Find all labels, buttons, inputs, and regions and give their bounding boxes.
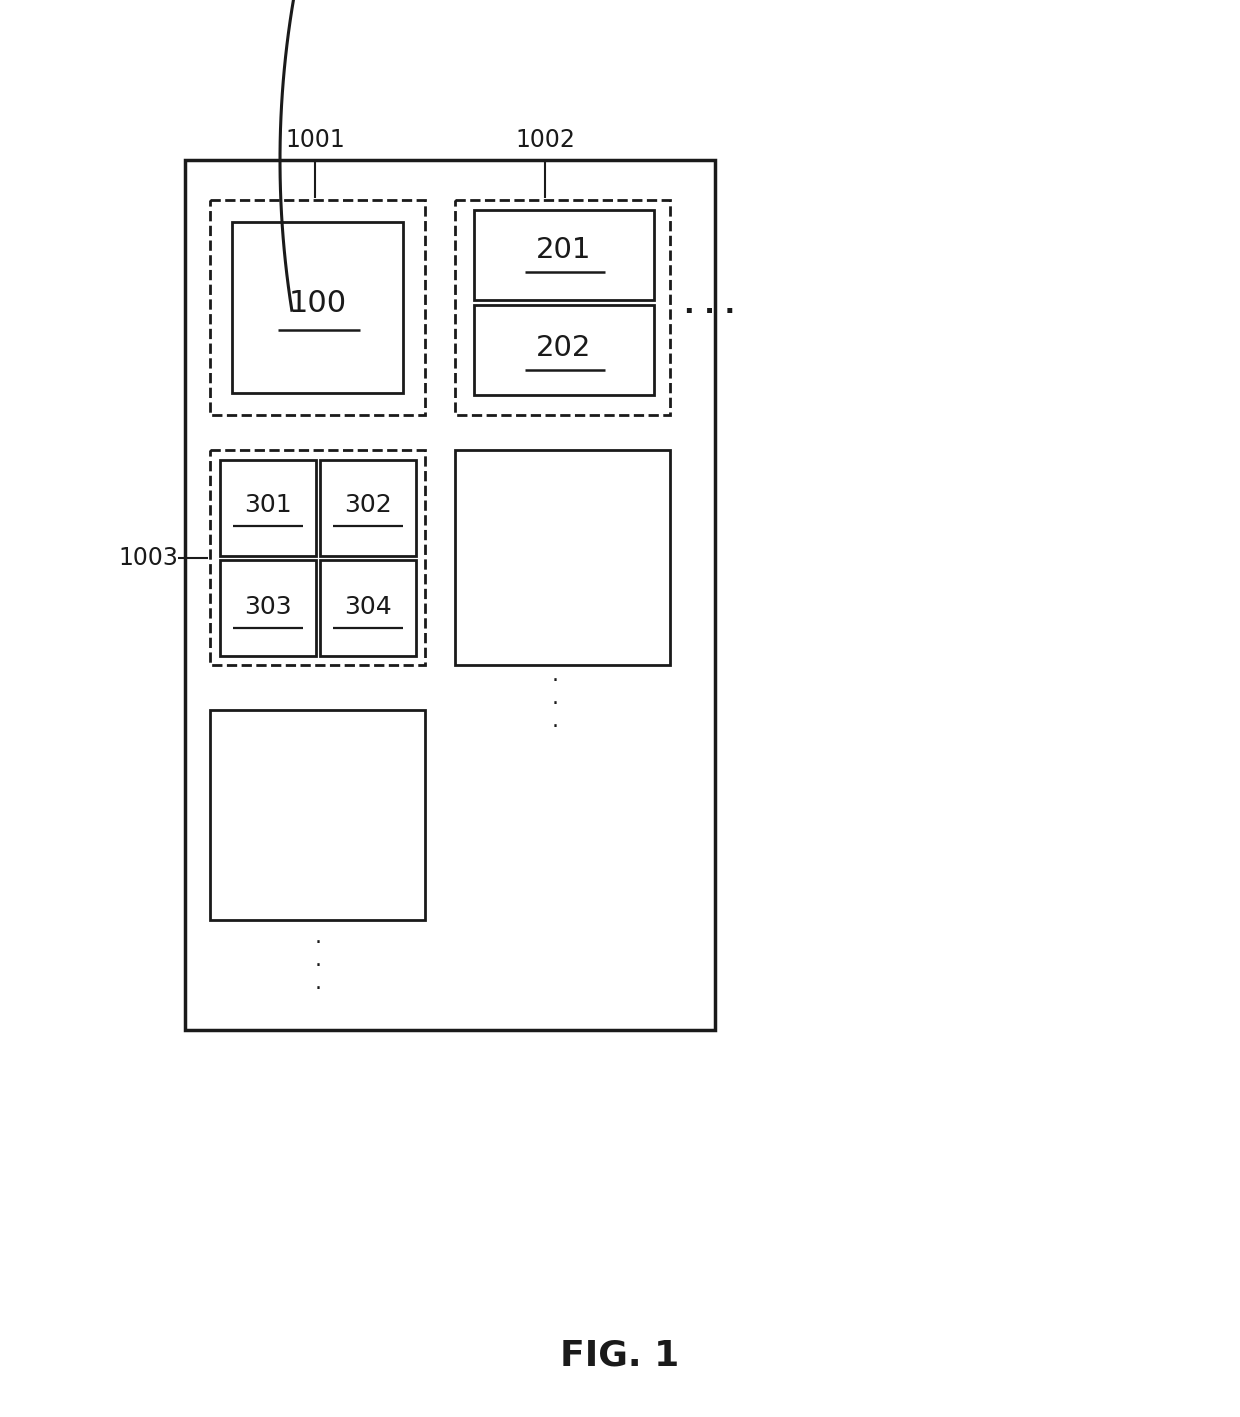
Bar [455, 200, 670, 415]
Bar [320, 461, 415, 555]
Bar [210, 451, 425, 665]
Bar [210, 710, 425, 920]
Text: 303: 303 [244, 595, 291, 619]
Text: 202: 202 [537, 334, 591, 361]
Bar [185, 160, 715, 1030]
Bar [210, 200, 425, 415]
Bar [219, 461, 316, 555]
Bar [474, 210, 653, 300]
Text: .
.
.: . . . [315, 927, 321, 993]
Text: 1003: 1003 [118, 546, 177, 570]
Text: . . .: . . . [684, 290, 735, 319]
Bar [455, 451, 670, 665]
Text: 302: 302 [345, 493, 392, 517]
Bar [320, 560, 415, 656]
Text: 1002: 1002 [515, 128, 575, 152]
Bar [219, 560, 316, 656]
Text: 1001: 1001 [285, 128, 345, 152]
Text: 304: 304 [345, 595, 392, 619]
Text: 100: 100 [289, 289, 347, 317]
Text: .
.
.: . . . [552, 665, 558, 731]
Text: 301: 301 [244, 493, 291, 517]
Bar [232, 222, 403, 393]
Bar [474, 305, 653, 395]
Text: FIG. 1: FIG. 1 [560, 1338, 680, 1372]
Text: 201: 201 [536, 237, 591, 264]
